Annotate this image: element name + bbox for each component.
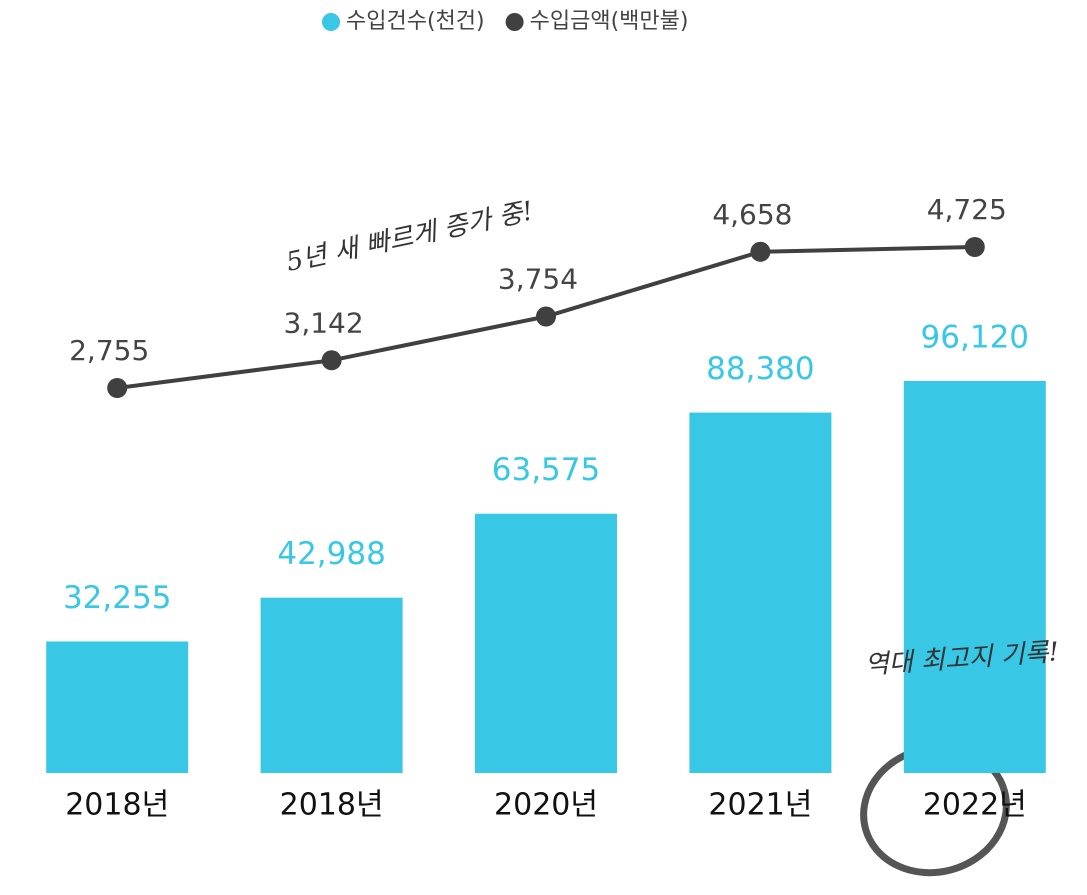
line-value-label: 4,725: [927, 193, 1007, 226]
line-point: [321, 350, 342, 371]
x-tick-label: 2018년: [280, 788, 384, 823]
line-value-label: 3,142: [284, 306, 364, 339]
bar: [903, 381, 1046, 773]
line-point: [107, 378, 128, 398]
x-tick-label: 2021년: [708, 788, 812, 823]
bar: [475, 513, 617, 773]
bar: [46, 641, 189, 773]
bar: [689, 412, 832, 773]
line-point: [964, 237, 985, 257]
line-value-label: 3,754: [498, 262, 578, 295]
bar-value-label: 63,575: [492, 452, 600, 488]
line-value-label: 2,755: [69, 334, 149, 367]
x-tick-label: 2018년: [65, 788, 169, 823]
x-tick-label: 2020년: [494, 788, 598, 823]
bar-value-label: 42,988: [277, 536, 385, 572]
bar-value-label: 32,255: [63, 580, 171, 616]
legend-label: 수입금액(백만불): [530, 9, 689, 34]
x-tick-label: 2022년: [923, 788, 1027, 823]
line-value-label: 4,658: [712, 198, 792, 231]
legend-marker: [322, 13, 340, 31]
bar-value-label: 88,380: [706, 351, 814, 387]
legend-label: 수입건수(천건): [346, 9, 485, 34]
line-point: [536, 306, 556, 327]
legend-marker: [505, 13, 524, 31]
line-point: [750, 241, 771, 262]
bar: [260, 597, 403, 773]
bar-value-label: 96,120: [921, 320, 1029, 356]
